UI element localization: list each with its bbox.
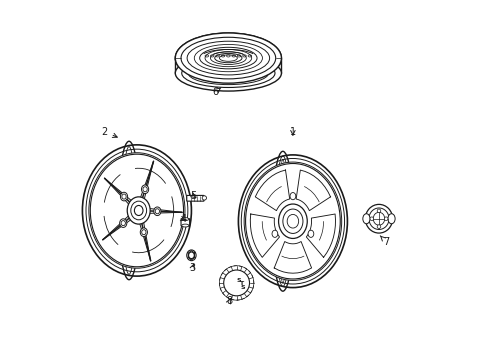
Ellipse shape bbox=[376, 225, 380, 228]
Ellipse shape bbox=[245, 163, 340, 279]
Ellipse shape bbox=[140, 228, 147, 237]
Text: 7: 7 bbox=[380, 236, 388, 247]
Ellipse shape bbox=[141, 185, 148, 194]
FancyBboxPatch shape bbox=[186, 195, 203, 201]
Ellipse shape bbox=[387, 214, 394, 224]
Ellipse shape bbox=[376, 209, 380, 213]
Text: T: T bbox=[239, 282, 243, 287]
Ellipse shape bbox=[142, 230, 146, 235]
Ellipse shape bbox=[182, 224, 188, 227]
Text: 4: 4 bbox=[180, 215, 186, 224]
Ellipse shape bbox=[186, 250, 196, 261]
Ellipse shape bbox=[188, 252, 194, 258]
Ellipse shape bbox=[369, 217, 373, 221]
Ellipse shape bbox=[307, 230, 313, 237]
Ellipse shape bbox=[372, 212, 384, 225]
Ellipse shape bbox=[214, 53, 242, 63]
Ellipse shape bbox=[131, 201, 146, 220]
Text: 8: 8 bbox=[226, 296, 232, 306]
Ellipse shape bbox=[127, 197, 150, 224]
Text: 5: 5 bbox=[190, 191, 196, 201]
Ellipse shape bbox=[289, 193, 295, 200]
Ellipse shape bbox=[368, 208, 388, 229]
Text: 6: 6 bbox=[212, 87, 221, 97]
Ellipse shape bbox=[120, 192, 127, 201]
Ellipse shape bbox=[182, 218, 188, 221]
Ellipse shape bbox=[384, 217, 387, 221]
Ellipse shape bbox=[199, 47, 257, 69]
Text: S: S bbox=[240, 285, 245, 291]
Ellipse shape bbox=[202, 196, 206, 200]
FancyBboxPatch shape bbox=[181, 219, 189, 226]
Ellipse shape bbox=[175, 33, 281, 83]
Ellipse shape bbox=[120, 219, 126, 228]
Ellipse shape bbox=[286, 215, 298, 228]
Ellipse shape bbox=[89, 153, 184, 268]
Ellipse shape bbox=[121, 221, 125, 226]
Ellipse shape bbox=[175, 55, 281, 91]
Ellipse shape bbox=[155, 209, 159, 214]
Text: 3: 3 bbox=[189, 263, 195, 273]
Text: S: S bbox=[236, 278, 241, 283]
Ellipse shape bbox=[278, 204, 306, 238]
Ellipse shape bbox=[244, 162, 341, 280]
Text: 1: 1 bbox=[289, 127, 295, 136]
Ellipse shape bbox=[282, 209, 303, 233]
Ellipse shape bbox=[134, 206, 142, 216]
Ellipse shape bbox=[271, 230, 277, 237]
Ellipse shape bbox=[90, 154, 183, 267]
Ellipse shape bbox=[142, 187, 147, 192]
Ellipse shape bbox=[122, 194, 126, 199]
Ellipse shape bbox=[365, 204, 392, 233]
Ellipse shape bbox=[362, 214, 369, 224]
Ellipse shape bbox=[223, 270, 249, 296]
Ellipse shape bbox=[153, 207, 161, 216]
Text: 2: 2 bbox=[102, 127, 117, 138]
